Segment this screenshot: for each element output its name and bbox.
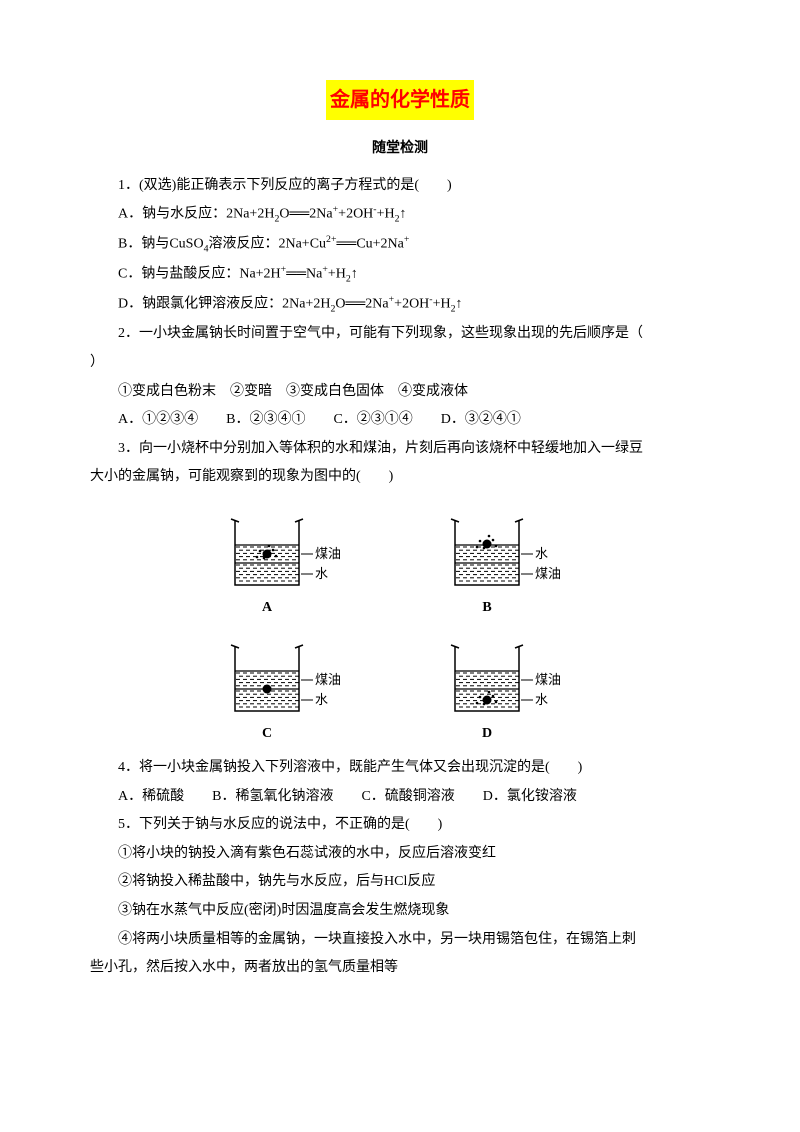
q5-l4a: ④将两小块质量相等的金属钠，一块直接投入水中，另一块用锡箔包住，在锡箔上刺 [90, 927, 710, 954]
q1-stem: 1．(双选)能正确表示下列反应的离子方程式的是( ) [90, 173, 710, 200]
svg-text:煤油: 煤油 [535, 672, 561, 687]
q4-stem: 4．将一小块金属钠投入下列溶液中，既能产生气体又会出现沉淀的是( ) [90, 755, 710, 782]
q1-optC: C．钠与盐酸反应：Na+2H+══Na++H2↑ [90, 261, 710, 289]
svg-text:水: 水 [315, 566, 328, 581]
q5-l3: ③钠在水蒸气中反应(密闭)时因温度高会发生燃烧现象 [90, 898, 710, 925]
beaker-C: 煤油水 C [225, 633, 355, 743]
svg-text:水: 水 [315, 692, 328, 707]
page: 金属的化学性质 随堂检测 1．(双选)能正确表示下列反应的离子方程式的是( ) … [0, 0, 800, 1024]
q2-opts: A．①②③④ B．②③④① C．②③①④ D．③②④① [90, 407, 710, 434]
beaker-diagrams: 煤油水A 水煤油B 煤油水C 煤油水D [90, 507, 710, 743]
svg-text:煤油: 煤油 [315, 546, 341, 561]
q5-l4b: 些小孔，然后按入水中，两者放出的氢气质量相等 [90, 955, 710, 982]
beaker-B: 水煤油 B [445, 507, 575, 617]
q1-optB: B．钠与CuSO4溶液反应：2Na+Cu2+══Cu+2Na+ [90, 231, 710, 259]
svg-text:水: 水 [535, 692, 548, 707]
q3-stem-a: 3．向一小烧杯中分别加入等体积的水和煤油，片刻后再向该烧杯中轻缓地加入一绿豆 [90, 436, 710, 463]
q5-stem: 5．下列关于钠与水反应的说法中，不正确的是( ) [90, 812, 710, 839]
svg-text:A: A [262, 600, 273, 615]
diagram-row-1: 煤油水A 水煤油B [225, 507, 575, 617]
page-subtitle: 随堂检测 [90, 136, 710, 163]
svg-text:D: D [482, 726, 492, 741]
svg-text:B: B [482, 600, 491, 615]
svg-text:C: C [262, 726, 272, 741]
svg-text:水: 水 [535, 546, 548, 561]
q2-line2: ①变成白色粉末 ②变暗 ③变成白色固体 ④变成液体 [90, 379, 710, 406]
q1-optD: D．钠跟氯化钾溶液反应：2Na+2H2O══2Na++2OH-+H2↑ [90, 291, 710, 319]
svg-text:煤油: 煤油 [315, 672, 341, 687]
q5-l1: ①将小块的钠投入滴有紫色石蕊试液的水中，反应后溶液变红 [90, 841, 710, 868]
beaker-A: 煤油水 A [225, 507, 355, 617]
beaker-D: 煤油水 D [445, 633, 575, 743]
q5-l2: ②将钠投入稀盐酸中，钠先与水反应，后与HCl反应 [90, 869, 710, 896]
q1-optA: A．钠与水反应：2Na+2H2O══2Na++2OH-+H2↑ [90, 201, 710, 229]
title-wrap: 金属的化学性质 [90, 80, 710, 130]
q4-opts: A．稀硫酸 B．稀氢氧化钠溶液 C．硫酸铜溶液 D．氯化铵溶液 [90, 784, 710, 811]
q2-stem-b: ） [90, 350, 710, 377]
q3-stem-b: 大小的金属钠，可能观察到的现象为图中的( ) [90, 464, 710, 491]
diagram-row-2: 煤油水 C 煤油水 D [225, 633, 575, 743]
page-title: 金属的化学性质 [326, 80, 474, 120]
svg-text:煤油: 煤油 [535, 566, 561, 581]
q2-stem-a: 2．一小块金属钠长时间置于空气中，可能有下列现象，这些现象出现的先后顺序是（ [90, 321, 710, 348]
